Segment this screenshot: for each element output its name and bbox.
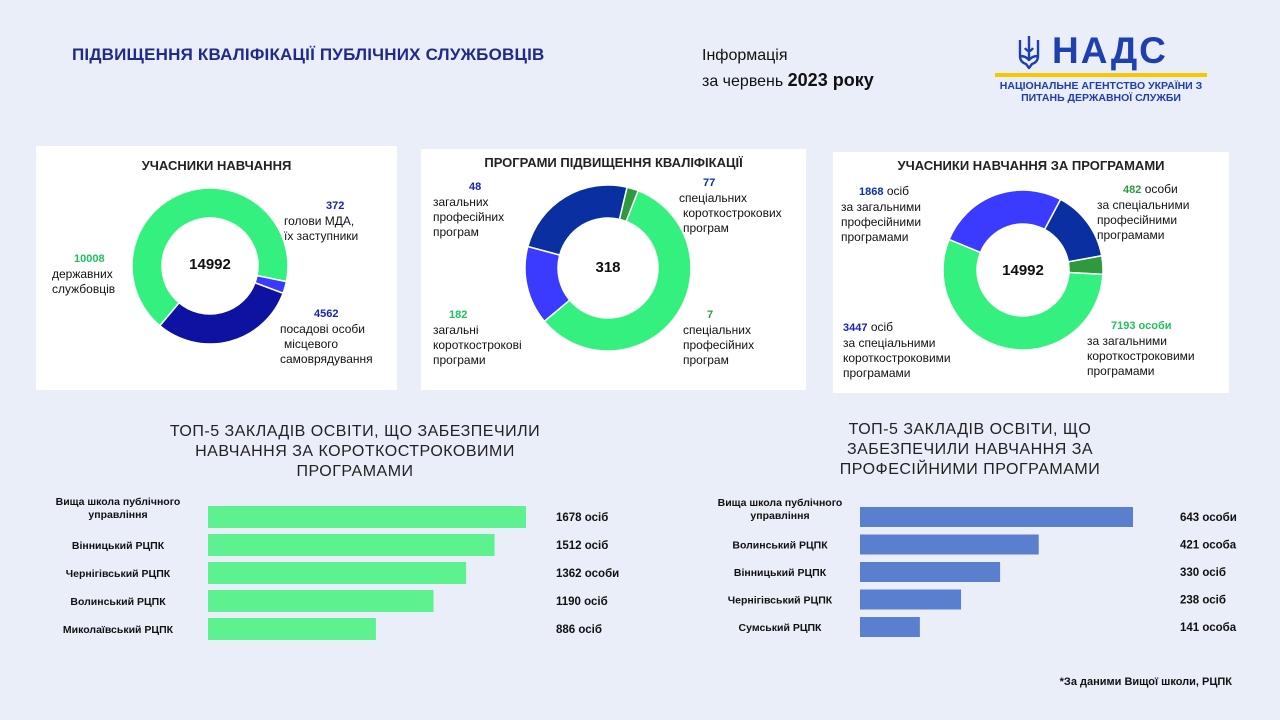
bar-2 <box>860 562 1001 582</box>
bar-2 <box>208 562 467 584</box>
bar-4 <box>860 617 920 637</box>
donut-center-value: 318 <box>595 259 621 276</box>
donut-slice-2 <box>158 281 285 344</box>
logo-wordmark: НАДС <box>1052 30 1168 71</box>
bar-category-label: Вінницький РЦПК <box>72 540 165 552</box>
logo-divider <box>995 73 1207 77</box>
bar-1 <box>860 534 1039 555</box>
page-title: ПІДВИЩЕННЯ КВАЛІФІКАЦІЇ ПУБЛІЧНИХ СЛУЖБО… <box>72 45 545 64</box>
footnote: *За даними Вищої школи, РЦПК <box>1059 676 1232 688</box>
bar-value-label: 886 осіб <box>556 624 602 636</box>
card-title: УЧАСНИКИ НАВЧАННЯ <box>141 158 292 173</box>
donut-slice-1 <box>526 185 629 256</box>
bar-value-label: 141 особа <box>1180 622 1237 634</box>
bar-chart-prof: Вища школа публічного управління 643 особи… <box>718 497 1237 637</box>
slice-label-special-prof: 482 особи за спеціальними професійними п… <box>1097 182 1190 242</box>
bar-value-label: 330 осіб <box>1180 567 1226 579</box>
bar-0 <box>208 506 526 528</box>
slice-label-general-prof: 1868 осіб за загальними професійними про… <box>841 184 922 244</box>
bar-category-label: Чернігівський РЦПК <box>66 568 171 580</box>
bar-value-label: 421 особа <box>1180 540 1237 552</box>
bar-0 <box>860 507 1133 527</box>
bar-value-label: 1190 осіб <box>556 596 608 608</box>
bar-category-label: Вища школа публічного управління <box>718 497 843 522</box>
slice-label-general-prof: 48 загальних професійних програм <box>433 181 505 239</box>
donut-slice-3 <box>543 189 691 351</box>
top5-short-title: ТОП-5 ЗАКЛАДІВ ОСВІТИ, ЩО ЗАБЕЗПЕЧИЛИ НА… <box>169 423 541 480</box>
card-title: УЧАСНИКИ НАВЧАННЯ ЗА ПРОГРАМАМИ <box>897 158 1165 173</box>
donut-participants <box>132 188 288 344</box>
bar-category-label: Сумський РЦПК <box>739 622 823 634</box>
slice-label-heads: 372 голови МДА, їх заступники <box>284 200 359 243</box>
bar-3 <box>208 590 434 612</box>
donut-slice-0 <box>132 188 288 327</box>
donut-programs <box>525 185 691 351</box>
donut-slice-2 <box>943 238 1103 350</box>
card-participants-by-program: УЧАСНИКИ НАВЧАННЯ ЗА ПРОГРАМАМИ 14992 18… <box>833 152 1229 393</box>
info-line-2: за червень 2023 року <box>702 70 874 90</box>
bar-category-label: Волинський РЦПК <box>70 596 166 608</box>
bar-category-label: Вінницький РЦПК <box>734 567 827 579</box>
slice-label-civil-servants: 10008 державних службовців <box>52 253 116 296</box>
slice-label-general-short: 182 загальні короткострокові програми <box>433 309 522 367</box>
info-line-1: Інформація <box>702 47 788 64</box>
card-title: ПРОГРАМИ ПІДВИЩЕННЯ КВАЛІФІКАЦІЇ <box>484 155 743 170</box>
bar-category-label: Чернігівський РЦПК <box>728 595 833 607</box>
bar-1 <box>208 534 495 556</box>
bar-4 <box>208 618 376 640</box>
bar-value-label: 1512 осіб <box>556 540 608 552</box>
trident-icon <box>1018 36 1040 70</box>
slice-label-special-prof: 7 спеціальних професійних програм <box>683 309 755 367</box>
bar-3 <box>860 589 962 610</box>
slice-label-special-short: 77 спеціальних короткострокових програм <box>679 177 782 235</box>
bar-chart-short: Вища школа публічного управління 1678 осіб… <box>56 496 619 640</box>
donut-center-value: 14992 <box>189 256 231 273</box>
slice-label-general-short: 7193 особи за загальними короткострокови… <box>1087 320 1195 378</box>
bar-category-label: Миколаївський РЦПК <box>63 624 174 636</box>
slice-label-special-short: 3447 осіб за спеціальними короткостроков… <box>843 320 951 380</box>
donut-slice-3 <box>948 190 1062 254</box>
bar-category-label: Волинський РЦПК <box>732 540 828 552</box>
logo-subtitle: НАЦІОНАЛЬНЕ АГЕНТСТВО УКРАЇНИ З ПИТАНЬ Д… <box>999 80 1203 104</box>
card-programs: ПРОГРАМИ ПІДВИЩЕННЯ КВАЛІФІКАЦІЇ 318 48 … <box>421 149 806 390</box>
top5-prof-title: ТОП-5 ЗАКЛАДІВ ОСВІТИ, ЩО ЗАБЕЗПЕЧИЛИ НА… <box>839 421 1101 478</box>
card-participants: УЧАСНИКИ НАВЧАННЯ 14992 372 голови МДА, … <box>36 146 397 390</box>
donut-participants-by-program <box>943 190 1103 350</box>
slice-label-local-officials: 4562 посадові особи місцевого самоврядув… <box>280 308 373 366</box>
bar-value-label: 643 особи <box>1180 512 1237 524</box>
report-period: Інформація за червень 2023 року <box>702 44 874 94</box>
bar-value-label: 238 осіб <box>1180 595 1226 607</box>
bar-category-label: Вища школа публічного управління <box>56 496 181 521</box>
donut-center-value: 14992 <box>1002 262 1044 279</box>
bar-value-label: 1362 особи <box>556 568 619 580</box>
bar-value-label: 1678 осіб <box>556 512 608 524</box>
